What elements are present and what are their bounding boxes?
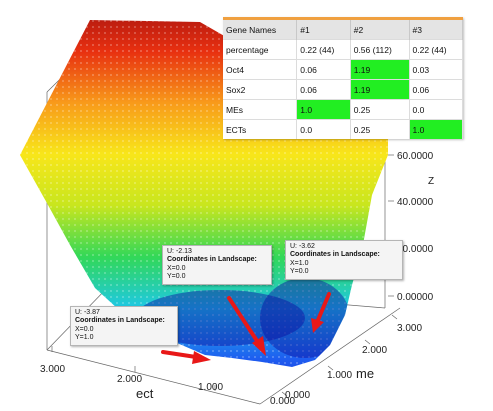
- y-tick-label: 3.000: [397, 323, 422, 334]
- tooltip-y-value: Y=0.0: [167, 273, 186, 281]
- value-cell: 1.0: [409, 119, 464, 139]
- value-cell: 0.22 (44): [409, 39, 464, 60]
- value-cell: 0.03: [409, 59, 464, 80]
- tooltip-y-value: Y=1.0: [75, 334, 94, 342]
- tooltip-attractor-3: U: -3.87 Coordinates in Landscape: X=0.0…: [70, 306, 178, 346]
- value-cell: 0.25: [350, 119, 410, 139]
- value-cell: 1.19: [350, 59, 410, 80]
- tooltip-attractor-1: U: -2.13 Coordinates in Landscape: X=0.0…: [162, 245, 272, 285]
- z-tick-label: 0.00000: [397, 292, 434, 303]
- y-tick-label: 0.000: [285, 390, 310, 401]
- column-header[interactable]: #2: [350, 18, 410, 40]
- value-cell: 1.0: [296, 99, 351, 120]
- y-axis: 0.000 1.000 2.000 3.000: [285, 323, 422, 401]
- z-tick-label: 40.0000: [397, 197, 434, 208]
- tooltip-y-value: Y=0.0: [290, 268, 309, 276]
- annotation-arrows: [161, 292, 331, 364]
- gene-name-cell: MEs: [223, 99, 298, 120]
- x-axis-label: ect: [136, 386, 154, 401]
- tooltip-attractor-2: U: -3.62 Coordinates in Landscape: X=1.0…: [285, 240, 403, 280]
- value-cell: 0.0: [296, 119, 351, 139]
- gene-name-cell: Sox2: [223, 79, 298, 100]
- value-cell: 0.0: [409, 99, 464, 120]
- table-row[interactable]: Sox2 0.06 1.19 0.06: [223, 79, 464, 100]
- tooltip-x-value: X=1.0: [290, 259, 309, 267]
- x-tick-label: 2.000: [117, 374, 142, 385]
- x-tick-label: 0.000: [270, 396, 295, 407]
- table-row[interactable]: Oct4 0.06 1.19 0.03: [223, 59, 464, 80]
- z-axis: 0.00000 20.0000 40.0000 60.0000: [397, 151, 434, 303]
- tooltip-u-value: U: -2.13: [167, 248, 192, 255]
- table-row[interactable]: percentage 0.22 (44) 0.56 (112) 0.22 (44): [223, 39, 464, 60]
- x-tick-label: 1.000: [198, 382, 223, 393]
- tooltip-heading: Coordinates in Landscape:: [290, 251, 380, 259]
- y-tick-label: 1.000: [327, 370, 352, 381]
- column-header[interactable]: #3: [409, 18, 464, 40]
- gene-name-cell: ECTs: [223, 119, 298, 139]
- y-tick-label: 2.000: [362, 345, 387, 356]
- value-cell: 1.19: [350, 79, 410, 100]
- surface-basin-2: [260, 278, 350, 358]
- column-header[interactable]: #1: [296, 18, 351, 40]
- column-header[interactable]: Gene Names: [223, 18, 298, 40]
- value-cell: 0.06: [409, 79, 464, 100]
- value-cell: 0.56 (112): [350, 39, 410, 60]
- value-cell: 0.22 (44): [296, 39, 351, 60]
- value-cell: 0.06: [296, 59, 351, 80]
- table-header-row: Gene Names #1 #2 #3: [223, 18, 464, 40]
- value-cell: 0.25: [350, 99, 410, 120]
- z-axis-label: Z: [428, 176, 434, 187]
- tooltip-heading: Coordinates in Landscape:: [75, 317, 165, 325]
- arrow-minimum-3: [161, 350, 211, 364]
- z-tick-label: 20.0000: [397, 244, 434, 255]
- z-tick-label: 60.0000: [397, 151, 434, 162]
- gene-name-cell: percentage: [223, 39, 298, 60]
- value-cell: 0.06: [296, 79, 351, 100]
- x-tick-label: 3.000: [40, 364, 65, 375]
- table-row[interactable]: MEs 1.0 0.25 0.0: [223, 99, 464, 120]
- y-axis-label: me: [356, 366, 374, 381]
- tooltip-x-value: X=0.0: [167, 264, 186, 272]
- arrow-minimum-1: [227, 296, 266, 356]
- gene-name-cell: Oct4: [223, 59, 298, 80]
- table-row[interactable]: ECTs 0.0 0.25 1.0: [223, 119, 464, 139]
- tooltip-u-value: U: -3.62: [290, 243, 315, 250]
- tooltip-heading: Coordinates in Landscape:: [167, 256, 257, 264]
- gene-table: Gene Names #1 #2 #3 percentage 0.22 (44) 0…: [223, 17, 464, 139]
- arrow-minimum-2: [311, 292, 331, 333]
- x-axis: 3.000 2.000 1.000 0.000: [40, 364, 295, 407]
- tooltip-x-value: X=0.0: [75, 325, 94, 333]
- tooltip-u-value: U: -3.87: [75, 309, 100, 316]
